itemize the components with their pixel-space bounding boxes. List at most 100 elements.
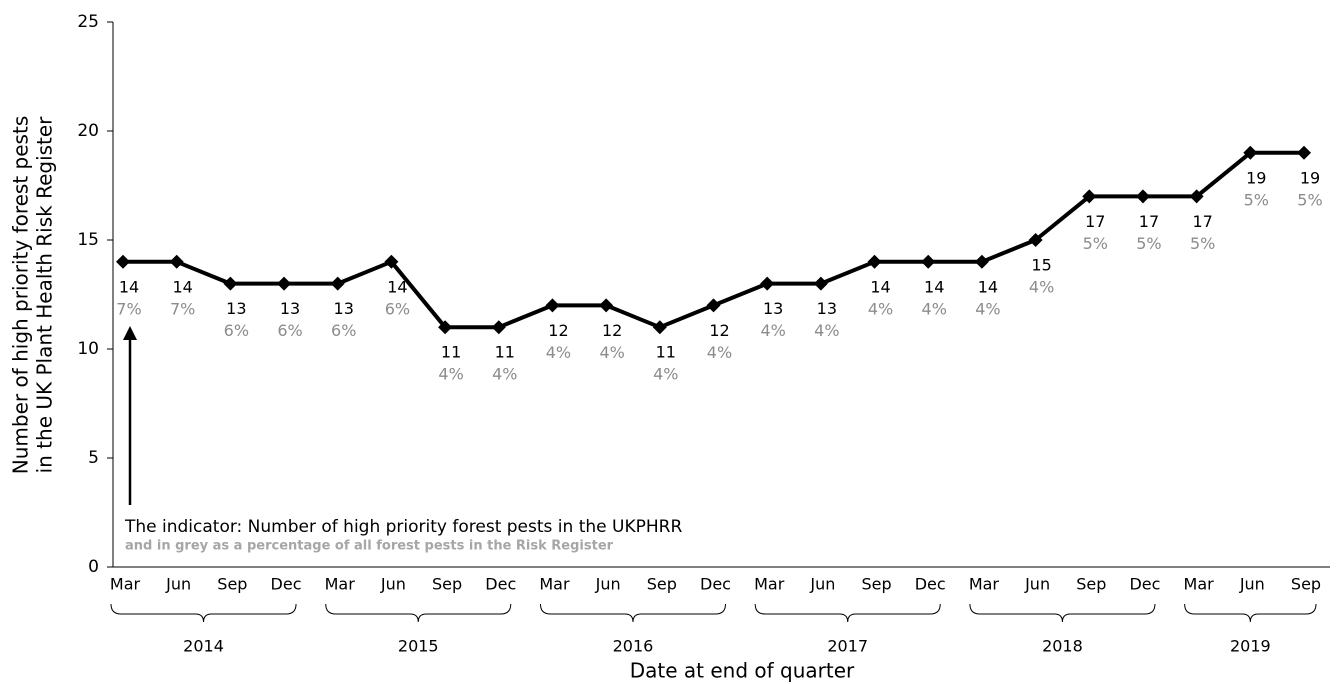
y-tick-label: 25 xyxy=(77,12,99,32)
x-tick-label: Sep xyxy=(1291,575,1321,594)
x-tick-label: Jun xyxy=(1239,575,1265,594)
point xyxy=(330,276,345,291)
percent-label: 4% xyxy=(760,321,785,340)
point xyxy=(706,298,721,313)
percent-label: 4% xyxy=(492,365,517,384)
percent-label: 4% xyxy=(975,299,1000,318)
percent-label: 4% xyxy=(1029,278,1054,297)
year-brace xyxy=(969,603,1156,623)
value-label: 13 xyxy=(817,299,837,318)
arrow-head xyxy=(123,326,137,340)
percent-label: 4% xyxy=(599,343,624,362)
x-tick-label: Sep xyxy=(647,575,677,594)
point xyxy=(1243,145,1258,160)
value-label: 14 xyxy=(870,277,890,296)
y-tick-label: 15 xyxy=(77,230,99,250)
x-tick-label: Dec xyxy=(485,575,516,594)
point xyxy=(1189,189,1204,204)
point xyxy=(277,276,292,291)
value-label: 17 xyxy=(1192,212,1212,231)
percent-label: 4% xyxy=(438,365,463,384)
value-label: 12 xyxy=(709,321,729,340)
percent-label: 6% xyxy=(224,321,249,340)
x-tick-label: Jun xyxy=(165,575,191,594)
value-label: 13 xyxy=(763,299,783,318)
percent-label: 4% xyxy=(653,365,678,384)
x-axis-title: Date at end of quarter xyxy=(630,659,855,683)
x-tick-label: Jun xyxy=(595,575,621,594)
point xyxy=(813,276,828,291)
value-label: 14 xyxy=(924,277,944,296)
year-label: 2018 xyxy=(1042,637,1083,656)
year-label: 2015 xyxy=(398,637,439,656)
percent-label: 5% xyxy=(1297,190,1322,209)
value-label: 17 xyxy=(1139,212,1159,231)
y-axis-title-line: Number of high priority forest pests xyxy=(9,116,33,475)
point xyxy=(921,254,936,269)
value-label: 14 xyxy=(387,277,407,296)
point xyxy=(1028,233,1043,247)
percent-label: 4% xyxy=(868,299,893,318)
x-tick-label: Jun xyxy=(809,575,835,594)
year-label: 2019 xyxy=(1230,637,1271,656)
percent-label: 4% xyxy=(922,299,947,318)
year-label: 2017 xyxy=(827,637,868,656)
x-tick-label: Mar xyxy=(325,575,356,594)
value-label: 12 xyxy=(548,321,568,340)
value-label: 12 xyxy=(602,321,622,340)
point xyxy=(599,298,614,313)
year-label: 2014 xyxy=(183,637,224,656)
y-axis-title: Number of high priority forest pests in … xyxy=(9,116,57,475)
y-axis-title-line: in the UK Plant Health Risk Register xyxy=(33,116,57,474)
point xyxy=(116,254,130,269)
x-tick-label: Sep xyxy=(432,575,462,594)
value-label: 19 xyxy=(1246,168,1266,187)
point xyxy=(169,254,184,269)
x-tick-label: Sep xyxy=(861,575,891,594)
point xyxy=(760,276,775,291)
percent-label: 6% xyxy=(385,299,410,318)
year-brace xyxy=(325,603,512,623)
y-tick-label: 10 xyxy=(77,339,99,359)
point xyxy=(438,320,453,335)
percent-label: 6% xyxy=(331,321,356,340)
percent-label: 4% xyxy=(707,343,732,362)
value-label: 11 xyxy=(495,343,515,362)
year-label: 2016 xyxy=(613,637,654,656)
value-label: 13 xyxy=(226,299,246,318)
point xyxy=(545,298,560,313)
point xyxy=(974,254,989,269)
point xyxy=(1082,189,1097,204)
value-label: 19 xyxy=(1300,168,1320,187)
x-tick-label: Mar xyxy=(969,575,1000,594)
percent-label: 5% xyxy=(1136,234,1161,253)
point xyxy=(384,254,399,269)
point xyxy=(491,320,506,335)
value-label: 13 xyxy=(334,299,354,318)
x-tick-label: Mar xyxy=(1184,575,1215,594)
value-label: 14 xyxy=(173,277,193,296)
percent-label: 4% xyxy=(814,321,839,340)
year-brace xyxy=(754,603,941,623)
value-label: 14 xyxy=(119,277,139,296)
point xyxy=(652,320,667,335)
value-label: 17 xyxy=(1085,212,1105,231)
point xyxy=(1297,145,1311,160)
annotation-sub: and in grey as a percentage of all fores… xyxy=(125,539,614,554)
x-tick-label: Mar xyxy=(539,575,570,594)
point xyxy=(223,276,238,291)
year-brace xyxy=(539,603,726,623)
x-tick-label: Mar xyxy=(754,575,785,594)
point xyxy=(867,254,882,269)
value-label: 11 xyxy=(441,343,461,362)
percent-label: 5% xyxy=(1190,234,1215,253)
annotation: The indicator: Number of high priority f… xyxy=(124,517,682,537)
x-tick-label: Dec xyxy=(700,575,731,594)
x-tick-label: Dec xyxy=(1129,575,1160,594)
year-brace xyxy=(1184,603,1317,623)
year-brace xyxy=(110,603,297,623)
value-label: 15 xyxy=(1031,256,1051,275)
value-label: 13 xyxy=(280,299,300,318)
y-tick-label: 5 xyxy=(88,448,99,468)
y-tick-label: 0 xyxy=(88,557,99,577)
